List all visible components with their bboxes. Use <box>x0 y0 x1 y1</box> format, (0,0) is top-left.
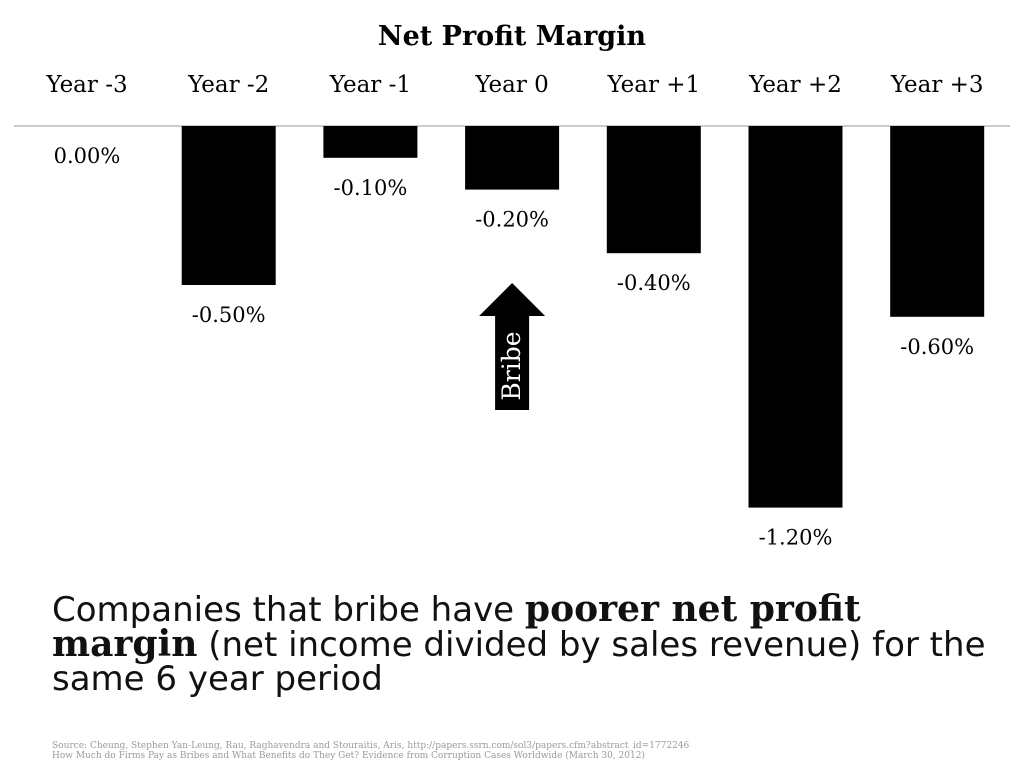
caption-part1: Companies that bribe have <box>52 590 525 630</box>
caption-bold: poorer net profit margin <box>52 588 861 665</box>
category-label-year-0: Year 0 <box>474 72 548 98</box>
category-labels: Year -3 Year -2 Year -1 Year 0 Year +1 Year +… <box>45 72 983 98</box>
value-label-year-2: -0.50% <box>192 303 266 327</box>
net-profit-margin-chart: Net Profit Margin Year -3 Year -2 Year -1 Y… <box>14 21 1010 550</box>
bar-year-1 <box>606 126 701 254</box>
caption: Companies that bribe have poorer net pro… <box>52 590 1002 699</box>
source-citation: Source: Cheung, Stephen Yan-Leung, Rau, … <box>52 741 1002 761</box>
bar-year-1 <box>323 126 418 158</box>
category-label-year-3: Year +3 <box>890 72 984 98</box>
chart-title: Net Profit Margin <box>378 21 647 52</box>
category-label-year-2: Year +2 <box>748 72 842 98</box>
value-label-year-1: -0.40% <box>617 271 691 295</box>
bribe-annotation: Bribe <box>479 283 546 410</box>
bar-year-3 <box>890 126 985 317</box>
bars <box>181 126 985 508</box>
category-label-year-3: Year -3 <box>45 72 127 98</box>
source-line-1: Source: Cheung, Stephen Yan-Leung, Rau, … <box>52 741 690 751</box>
bar-year-0 <box>465 126 560 190</box>
bar-year-2 <box>181 126 276 285</box>
bribe-label: Bribe <box>497 331 526 400</box>
value-label-year-1: -0.10% <box>333 176 407 200</box>
value-label-year-3: -0.60% <box>900 335 974 359</box>
caption-part2: (net income divided by sales revenue) fo… <box>52 625 986 699</box>
value-labels: 0.00% -0.50% -0.10% -0.20% -0.40% -1.20% -0.60… <box>54 144 974 550</box>
source-line-2: How Much do Firms Pay as Bribes and What… <box>52 751 645 761</box>
category-label-year-1: Year -1 <box>329 72 411 98</box>
bar-year-2 <box>748 126 843 508</box>
category-label-year-2: Year -2 <box>187 72 269 98</box>
category-label-year-1: Year +1 <box>606 72 700 98</box>
value-label-year-2: -1.20% <box>759 526 833 550</box>
value-label-year-3: 0.00% <box>54 144 121 168</box>
value-label-year-0: -0.20% <box>475 208 549 232</box>
bribe-arrow-icon <box>479 283 546 410</box>
